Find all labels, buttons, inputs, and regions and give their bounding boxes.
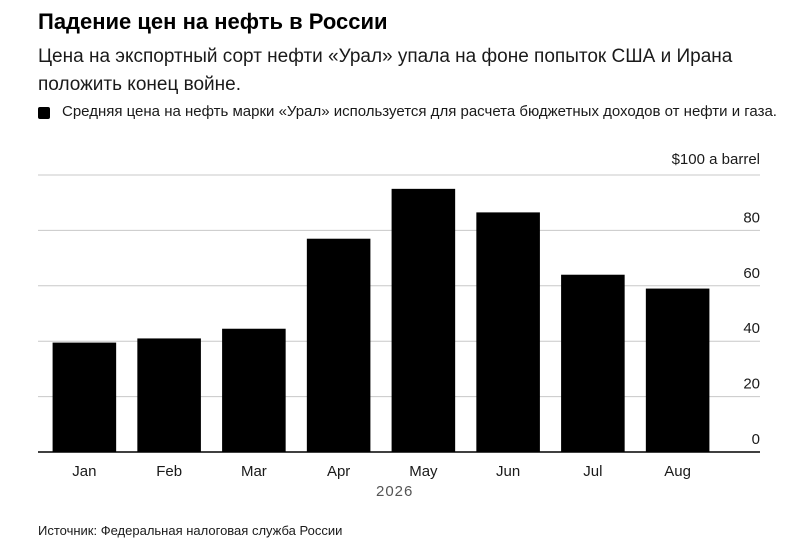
bar: [391, 188, 456, 452]
bar: [476, 212, 540, 452]
x-tick-label: Feb: [156, 463, 182, 480]
legend-label: Средняя цена на нефть марки «Урал» испол…: [62, 103, 777, 120]
bar: [645, 288, 710, 452]
legend-swatch: [38, 107, 50, 119]
y-tick-label: 40: [743, 320, 760, 337]
y-tick-label: 20: [743, 376, 760, 393]
x-tick-label: Jan: [72, 463, 96, 480]
y-tick-label: 60: [743, 265, 760, 282]
x-tick-label: Aug: [664, 463, 691, 480]
y-axis-unit-label: $100 a barrel: [671, 151, 760, 168]
x-tick-label: Mar: [241, 463, 267, 480]
bar: [561, 274, 625, 452]
source-note: Источник: Федеральная налоговая служба Р…: [38, 523, 343, 538]
x-tick-label: Apr: [327, 463, 350, 480]
bar: [137, 338, 201, 452]
x-tick-label: May: [409, 463, 438, 480]
chart-subtitle: Цена на экспортный сорт нефти «Урал» упа…: [38, 46, 733, 95]
bar: [306, 238, 371, 452]
legend: Средняя цена на нефть марки «Урал» испол…: [38, 102, 778, 122]
y-tick-label: 0: [752, 431, 760, 448]
x-axis-year-label: 2026: [376, 483, 414, 500]
bar: [222, 328, 286, 452]
bar: [52, 342, 117, 452]
y-tick-label: 80: [743, 209, 760, 226]
chart-title: Падение цен на нефть в России: [38, 9, 388, 34]
x-tick-label: Jul: [583, 463, 602, 480]
x-tick-label: Jun: [496, 463, 520, 480]
